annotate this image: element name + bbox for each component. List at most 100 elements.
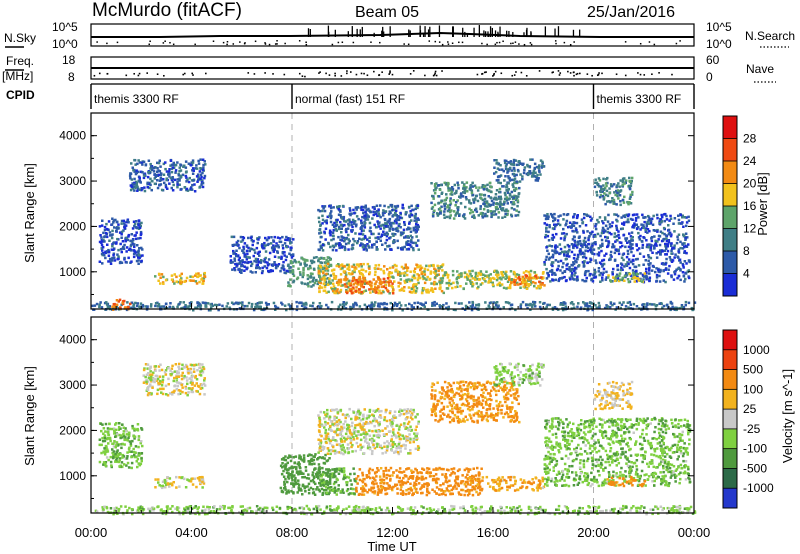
heatmap-cell — [100, 239, 104, 242]
heatmap-cell — [617, 182, 620, 185]
nave-dot — [346, 72, 348, 75]
heatmap-cell — [349, 306, 353, 310]
heatmap-cell — [546, 303, 549, 307]
heatmap-cell — [477, 304, 481, 307]
heatmap-cell — [388, 210, 391, 213]
heatmap-cell — [191, 159, 195, 162]
heatmap-cell — [440, 199, 444, 202]
heatmap-cell — [385, 222, 388, 225]
heatmap-cell — [518, 505, 521, 508]
heatmap-cell — [644, 259, 647, 262]
heatmap-cell — [204, 508, 207, 512]
heatmap-cell — [516, 214, 520, 217]
heatmap-cell — [371, 246, 374, 249]
heatmap-cell — [665, 218, 669, 221]
heatmap-cell — [130, 233, 133, 236]
heatmap-cell — [531, 305, 534, 308]
heatmap-cell — [357, 506, 361, 509]
heatmap-cell — [510, 307, 514, 310]
heatmap-cell — [525, 287, 529, 290]
heatmap-cell — [423, 305, 426, 308]
heatmap-cell — [591, 308, 594, 312]
heatmap-cell — [377, 208, 380, 211]
heatmap-cell — [670, 508, 673, 512]
heatmap-cell — [332, 285, 336, 288]
heatmap-cell — [544, 508, 547, 512]
heatmap-cell — [614, 193, 617, 197]
heatmap-cell — [262, 247, 265, 250]
heatmap-cell — [407, 286, 411, 289]
nave-dot — [412, 70, 415, 72]
heatmap-cell — [141, 305, 145, 308]
heatmap-cell — [677, 233, 681, 236]
heatmap-cell — [196, 306, 199, 309]
heatmap-cell — [431, 205, 435, 209]
heatmap-cell — [622, 301, 625, 304]
heatmap-cell — [241, 249, 244, 252]
heatmap-cell — [378, 289, 381, 292]
heatmap-cell — [627, 220, 630, 224]
heatmap-cell — [342, 301, 345, 304]
nsearch-dot — [518, 43, 520, 45]
heatmap-cell — [527, 276, 530, 279]
heatmap-cell — [568, 248, 571, 252]
heatmap-cell — [511, 183, 514, 187]
heatmap-cell — [249, 247, 252, 250]
heatmap-cell — [344, 242, 348, 246]
heatmap-cell — [261, 266, 264, 270]
heatmap-cell — [365, 305, 369, 309]
heatmap-cell — [432, 197, 435, 200]
heatmap-cell — [348, 288, 352, 291]
heatmap-cell — [563, 253, 566, 256]
heatmap-cell — [280, 256, 283, 260]
heatmap-cell — [360, 285, 363, 288]
heatmap-cell — [451, 505, 454, 508]
nsearch-dot — [555, 42, 557, 45]
heatmap-cell — [429, 270, 433, 273]
heatmap-cell — [494, 301, 497, 305]
heatmap-cell — [544, 236, 547, 239]
nsearch-dot — [624, 41, 627, 43]
heatmap-cell — [510, 190, 514, 194]
heatmap-cell — [230, 235, 234, 239]
heatmap-cell — [283, 242, 287, 245]
heatmap-cell — [434, 276, 437, 279]
heatmap-cell — [405, 228, 409, 231]
heatmap-cell — [669, 217, 673, 220]
heatmap-cell — [343, 245, 346, 249]
heatmap-cell — [462, 191, 465, 194]
heatmap-cell — [626, 218, 630, 221]
heatmap-cell — [566, 262, 569, 266]
heatmap-cell — [153, 177, 156, 180]
heatmap-cell — [413, 219, 416, 222]
heatmap-cell — [552, 272, 555, 275]
heatmap-cell — [494, 303, 498, 307]
heatmap-cell — [528, 283, 531, 286]
heatmap-cell — [101, 509, 105, 513]
heatmap-cell — [414, 207, 417, 211]
heatmap-cell — [472, 199, 476, 203]
heatmap-cell — [308, 264, 312, 268]
heatmap-cell — [601, 229, 604, 232]
heatmap-cell — [565, 264, 568, 267]
heatmap-cell — [372, 278, 375, 281]
heatmap-cell — [335, 290, 338, 293]
heatmap-cell — [586, 261, 589, 265]
heatmap-cell — [201, 185, 205, 189]
heatmap-cell — [362, 268, 365, 272]
heatmap-cell — [487, 304, 490, 307]
heatmap-cell — [619, 200, 622, 203]
nsearch-dot — [407, 43, 410, 46]
heatmap-cell — [352, 286, 355, 289]
heatmap-cell — [505, 209, 508, 212]
heatmap-cell — [348, 207, 352, 210]
heatmap-cell — [133, 245, 136, 249]
heatmap-cell — [288, 283, 291, 287]
heatmap-cell — [492, 203, 495, 206]
heatmap-cell — [508, 275, 511, 279]
heatmap-cell — [587, 238, 590, 242]
heatmap-cell — [437, 266, 440, 270]
heatmap-cell — [176, 178, 179, 181]
heatmap-cell — [373, 273, 377, 276]
heatmap-cell — [391, 266, 395, 269]
